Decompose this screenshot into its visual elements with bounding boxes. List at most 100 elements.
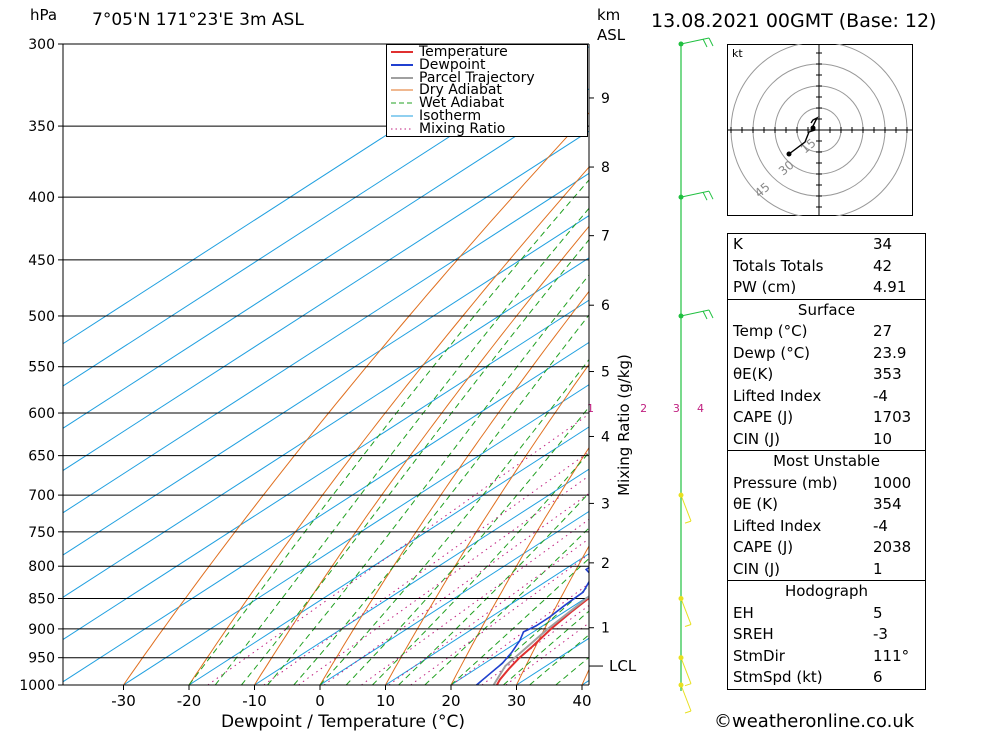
- hodograph-unit: kt: [732, 47, 743, 60]
- km-tick-label: 3: [601, 496, 610, 512]
- table-row: Totals Totals 42: [728, 256, 925, 278]
- mixing-ratio-line: [263, 451, 589, 685]
- temperature-tick-label: 10: [376, 692, 395, 710]
- row-value: 27: [873, 322, 893, 340]
- km-unit: km: [597, 6, 621, 24]
- pressure-tick-label: 350: [28, 119, 55, 135]
- km-tick-label: 1: [601, 621, 610, 637]
- row-label: Pressure (mb): [733, 473, 838, 492]
- km-tick-label: 8: [601, 160, 610, 176]
- temperature-tick-label: -30: [111, 692, 136, 710]
- table-row: CAPE (J) 2038: [728, 537, 925, 559]
- row-label: PW (cm): [733, 278, 797, 296]
- mixing-ratio-line: [505, 622, 589, 685]
- temperature-tick-label: -20: [177, 692, 202, 710]
- pressure-tick-label: 650: [28, 449, 55, 465]
- pressure-tick-label: 800: [28, 559, 55, 575]
- wind-barb: [680, 684, 692, 712]
- km-tick-label: 2: [601, 556, 610, 572]
- legend-label: Wet Adiabat: [419, 95, 505, 112]
- wind-barb: [680, 598, 692, 625]
- indices-panel: K 34 Totals Totals 42 PW (cm) 4.91 Surface Te…: [727, 233, 926, 690]
- wind-barb-feather: [708, 190, 714, 200]
- row-value: 42: [873, 256, 893, 275]
- legend-swatch: [391, 89, 413, 91]
- row-label: StmSpd (kt): [733, 668, 823, 686]
- dewpoint-line: [475, 566, 589, 685]
- isotherm-line: [123, 384, 589, 685]
- site-name[interactable]: weatheronline.co.uk: [732, 711, 915, 732]
- row-label: SREH: [733, 625, 774, 643]
- x-axis-label: Dewpoint / Temperature (°C): [221, 712, 465, 732]
- pressure-tick-label: 850: [28, 591, 55, 607]
- table-row: Lifted Index -4: [728, 516, 925, 538]
- legend-entry: Wet Adiabat: [391, 95, 505, 112]
- hodograph-storm-motion: [810, 125, 816, 131]
- wind-barb: [680, 190, 710, 198]
- dry-adiabat-line: [385, 363, 589, 685]
- legend-label: Isotherm: [419, 108, 482, 124]
- legend-entry: Parcel Trajectory: [391, 69, 535, 86]
- legend-label: Parcel Trajectory: [419, 69, 535, 86]
- row-label: Temp (°C): [733, 322, 808, 340]
- location-title: 7°05'N 171°23'E 3m ASL: [92, 10, 304, 30]
- table-row: StmDir 111°: [728, 646, 925, 668]
- pressure-tick-label: 500: [28, 309, 55, 325]
- row-label: StmDir: [733, 646, 785, 665]
- copyright-symbol: ©: [714, 711, 732, 732]
- wind-barb-feather: [702, 310, 708, 320]
- legend-label: Mixing Ratio: [419, 120, 506, 137]
- temperature-tick-label: 40: [572, 692, 591, 710]
- km-tick-label: 4: [601, 429, 610, 445]
- row-label: Totals Totals: [733, 256, 824, 275]
- table-row: EH 5: [728, 603, 925, 625]
- legend-label: Temperature: [419, 44, 508, 60]
- dry-adiabat-line: [254, 225, 589, 685]
- row-value: 1703: [873, 408, 912, 426]
- legend-swatch: [391, 63, 413, 66]
- hodograph-end-point: [786, 151, 792, 157]
- legend-swatch: [391, 51, 413, 53]
- row-value: 111°: [873, 646, 910, 665]
- isotherm-line: [63, 88, 589, 429]
- dry-adiabat-line: [516, 545, 589, 685]
- wet-adiabat-line: [345, 406, 589, 685]
- dry-adiabat-line: [450, 446, 589, 685]
- table-row: θE (K) 354: [728, 494, 925, 516]
- table-row: Lifted Index -4: [728, 386, 925, 408]
- row-value: 353: [873, 365, 902, 383]
- wind-barb: [680, 657, 692, 684]
- legend-label: Dry Adiabat: [419, 82, 502, 99]
- legend-swatch: [391, 102, 413, 104]
- km-tick-label: 9: [601, 91, 610, 107]
- row-label: CAPE (J): [733, 408, 794, 426]
- row-value: 34: [873, 235, 893, 253]
- mixing-ratio-label: 2: [640, 402, 647, 415]
- pressure-tick-label: 300: [28, 37, 55, 53]
- isotherm-line: [63, 172, 589, 514]
- row-value: 6: [873, 668, 883, 686]
- row-label: θE(K): [733, 365, 774, 383]
- legend-entry: Isotherm: [391, 108, 482, 124]
- mixing-ratio-line: [388, 538, 589, 685]
- row-value: 354: [873, 495, 902, 513]
- pressure-tick-label: 950: [28, 651, 55, 667]
- wind-barb: [680, 37, 710, 45]
- chart-legend: Temperature Dewpoint Parcel Trajectory Dry …: [386, 44, 588, 137]
- mixing-ratio-line: [451, 583, 589, 685]
- row-label: Lifted Index: [733, 516, 822, 535]
- wind-barb-feather: [702, 38, 708, 48]
- km-tick-label: 5: [601, 365, 610, 381]
- isotherm-line: [63, 130, 589, 472]
- table-row: CAPE (J) 1703: [728, 407, 925, 429]
- pressure-tick-label: 600: [28, 406, 55, 422]
- wet-adiabat-line: [241, 238, 589, 685]
- temperature-tick-label: 20: [441, 692, 460, 710]
- hodograph-title: Hodograph: [784, 582, 869, 600]
- isotherm-line: [385, 553, 589, 685]
- mixing-ratio-axis-label: Mixing Ratio (g/kg): [615, 354, 633, 496]
- wet-adiabat-line: [503, 610, 589, 685]
- wind-barb-feather: [708, 37, 714, 47]
